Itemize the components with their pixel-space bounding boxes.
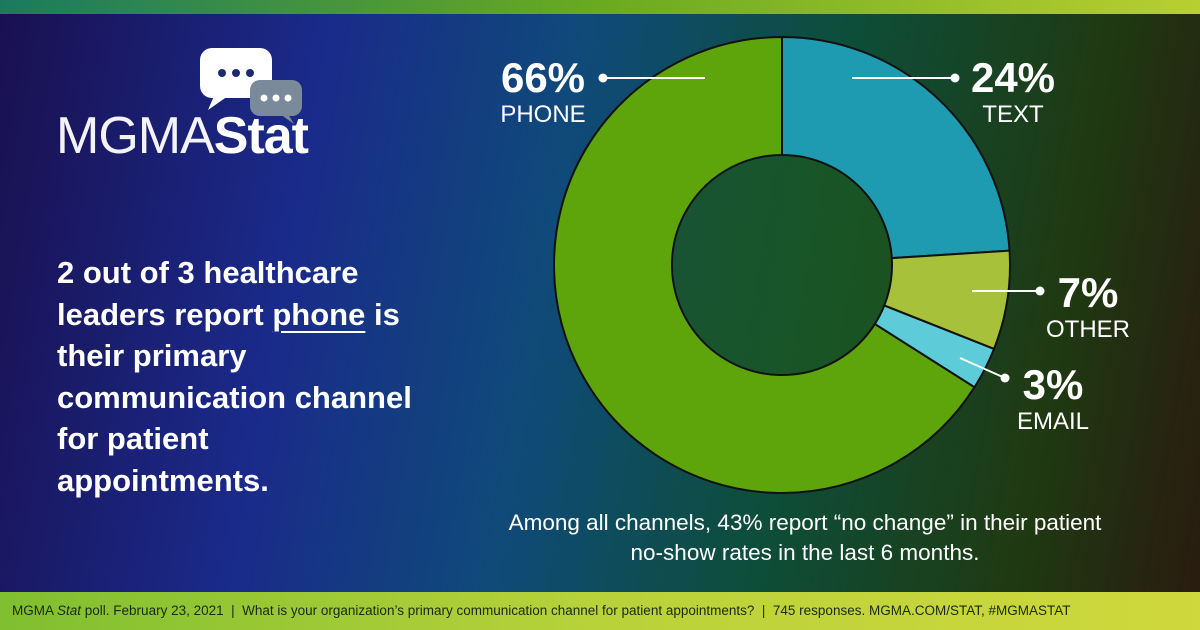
headline: 2 out of 3 healthcare leaders report pho… — [57, 252, 417, 501]
leader-line — [959, 357, 1006, 379]
footer-text: MGMA — [12, 603, 58, 618]
category-label: TEXT — [982, 101, 1044, 128]
logo-second: Stat — [213, 107, 309, 165]
headline-text: is their primary communication channel f… — [57, 296, 412, 498]
footer: MGMA Stat poll. February 23, 2021 | What… — [0, 592, 1200, 630]
footer-text: poll. February 23, 2021 | What is your o… — [81, 603, 1071, 618]
donut-chart: 66%PHONE 24%TEXT 7%OTHER 3%EMAIL — [500, 35, 1130, 494]
value-label: 66% — [501, 54, 585, 101]
category-label: OTHER — [1046, 316, 1130, 343]
donut-slice — [553, 35, 976, 494]
category-label: PHONE — [500, 101, 585, 128]
chart-note: Among all channels, 43% report “no chang… — [508, 510, 1102, 565]
headline-emphasis: phone — [272, 296, 366, 332]
footer-italic: Stat — [57, 603, 82, 618]
donut-hole — [673, 156, 891, 374]
leader-dot — [598, 73, 608, 83]
value-label: 3% — [1023, 361, 1084, 408]
leader-dot — [950, 73, 960, 83]
value-label: 24% — [971, 54, 1055, 101]
logo-icon — [200, 48, 302, 124]
logo: MGMAStat — [56, 106, 309, 166]
leader-dot — [1000, 373, 1010, 383]
headline-text: 2 out of 3 healthcare leaders report — [57, 255, 359, 332]
top-bar — [0, 0, 1200, 14]
category-label: EMAIL — [1017, 408, 1089, 435]
leader-dot — [1035, 286, 1045, 296]
value-label: 7% — [1058, 269, 1119, 316]
logo-first: MGMA — [56, 107, 215, 165]
donut-slice — [873, 304, 996, 389]
donut-slice — [781, 35, 1011, 260]
